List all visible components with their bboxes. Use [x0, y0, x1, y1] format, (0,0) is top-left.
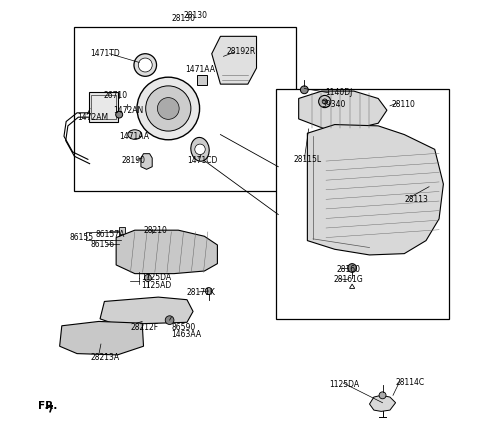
Polygon shape [299, 91, 387, 129]
Polygon shape [141, 153, 152, 169]
Text: 1471AA: 1471AA [119, 132, 149, 141]
Circle shape [146, 86, 191, 131]
Text: 1472AM: 1472AM [77, 112, 108, 122]
Text: 39340: 39340 [322, 100, 346, 109]
Text: 28130: 28130 [183, 11, 207, 20]
Text: 1472AN: 1472AN [113, 106, 144, 115]
Text: 28113: 28113 [404, 195, 428, 204]
Circle shape [322, 99, 327, 104]
Text: 28192R: 28192R [226, 48, 255, 57]
Polygon shape [212, 36, 256, 84]
Ellipse shape [128, 130, 142, 140]
Text: 28115L: 28115L [293, 155, 321, 164]
Circle shape [157, 98, 179, 119]
Circle shape [116, 111, 123, 118]
Text: 1125AD: 1125AD [141, 281, 171, 290]
Bar [91, 95, 116, 119]
Text: 28190: 28190 [122, 156, 146, 165]
Circle shape [144, 275, 151, 282]
Text: 28114C: 28114C [396, 378, 425, 387]
Circle shape [117, 241, 125, 249]
Bar [276, 89, 449, 319]
Text: 86590: 86590 [171, 323, 195, 332]
Text: 1125DA: 1125DA [329, 379, 359, 388]
Polygon shape [116, 230, 217, 274]
Text: 86156: 86156 [90, 240, 114, 249]
Circle shape [319, 95, 331, 108]
Bar [197, 75, 207, 85]
Polygon shape [60, 321, 144, 355]
Text: FR.: FR. [38, 401, 57, 411]
Text: 26710: 26710 [103, 91, 127, 100]
Text: 28161G: 28161G [334, 275, 363, 284]
Polygon shape [307, 125, 444, 255]
Circle shape [195, 144, 205, 154]
Circle shape [205, 287, 212, 294]
Text: 1140DJ: 1140DJ [325, 89, 352, 97]
Text: 28160: 28160 [336, 265, 360, 274]
Circle shape [134, 54, 156, 76]
Circle shape [137, 77, 200, 140]
Text: 28210: 28210 [144, 226, 168, 235]
Text: 1125DA: 1125DA [141, 273, 171, 283]
Polygon shape [370, 395, 396, 412]
Circle shape [379, 392, 386, 399]
Circle shape [300, 86, 308, 94]
Circle shape [165, 316, 174, 324]
Ellipse shape [191, 137, 209, 161]
Text: 28130: 28130 [171, 14, 195, 24]
Text: 28171K: 28171K [187, 288, 216, 297]
Text: 1463AA: 1463AA [171, 330, 202, 339]
Circle shape [348, 264, 357, 272]
Bar [89, 92, 118, 122]
Text: 28110: 28110 [391, 100, 415, 109]
Text: 28213A: 28213A [90, 354, 119, 362]
Polygon shape [100, 297, 193, 324]
Text: 28212F: 28212F [131, 323, 158, 332]
Circle shape [138, 58, 152, 72]
Text: 1471AA: 1471AA [186, 65, 216, 74]
Text: 1471CD: 1471CD [187, 156, 217, 165]
Text: 1471TD: 1471TD [90, 49, 120, 58]
Text: 86157A: 86157A [96, 230, 125, 239]
Bar [119, 227, 125, 235]
Bar [74, 27, 297, 191]
Text: 86155: 86155 [70, 233, 94, 242]
